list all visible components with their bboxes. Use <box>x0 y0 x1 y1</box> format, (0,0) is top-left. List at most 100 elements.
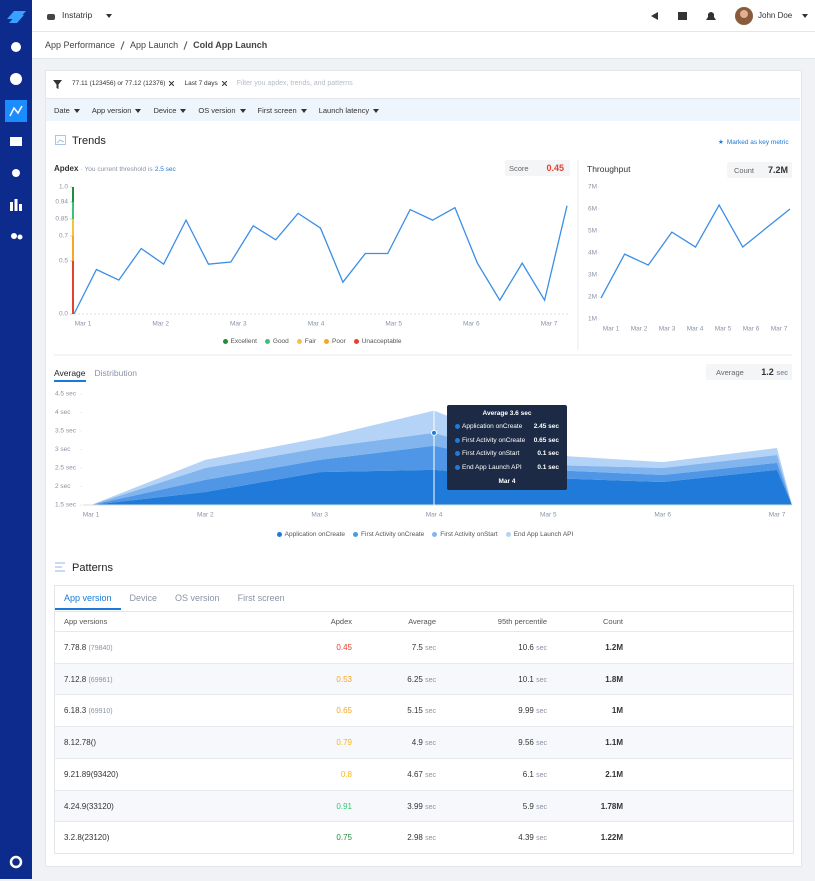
tooltip-swatch <box>455 437 460 443</box>
icon-bug[interactable] <box>11 42 21 52</box>
icon-docs[interactable] <box>678 12 687 20</box>
number: 10.1 <box>518 674 537 684</box>
app-switcher[interactable]: Instatrip <box>62 10 113 20</box>
icon-users[interactable] <box>11 233 17 239</box>
x-tick-label: Mar 3 <box>230 321 247 328</box>
unit: sec <box>536 708 547 716</box>
table-cell: 3.2.8(23120) <box>64 822 109 853</box>
apdex-title: Apdex <box>54 164 79 173</box>
dropdown[interactable]: First screen <box>258 106 307 115</box>
unit: sec <box>536 740 547 748</box>
top-icons <box>651 12 716 20</box>
chip-close[interactable] <box>169 81 175 86</box>
legend-swatch <box>276 532 282 537</box>
tooltip-name: First Activity onStart <box>462 450 520 457</box>
legend-label: First Activity onStart <box>440 531 498 538</box>
tooltip-value: 0.1 sec <box>537 463 559 471</box>
legend-item: Application onCreate <box>276 531 345 538</box>
x-tick-label: Mar 4 <box>687 326 704 333</box>
table-cell: 4.9 sec <box>412 727 436 759</box>
sidebar <box>0 0 32 879</box>
legend-label: First Activity onCreate <box>361 531 425 538</box>
avatar[interactable] <box>734 6 754 26</box>
table-cell: 9.56 sec <box>518 727 547 759</box>
icon-announce[interactable] <box>651 12 658 20</box>
x-tick-label: Mar 3 <box>659 326 676 333</box>
breadcrumb-item[interactable]: App Performance <box>45 40 116 50</box>
y-tick-label: 1.5 sec <box>55 502 77 509</box>
icon-feedback[interactable] <box>10 137 22 146</box>
tab[interactable]: First screen <box>237 593 285 603</box>
table-cell: 0.75 <box>336 822 352 853</box>
legend-item: End App Launch API <box>505 531 573 538</box>
logo[interactable] <box>7 11 26 23</box>
column-header: 95th percentile <box>497 617 547 626</box>
tab[interactable]: OS version <box>175 593 220 603</box>
tooltip-rows: Application onCreate 2.45 sec First Activi… <box>447 420 567 474</box>
y-tick-label: 1M <box>588 316 597 323</box>
filter-chip: Last 7 days <box>184 80 227 87</box>
number: 7.12.8 <box>64 674 89 684</box>
x-tick-label: Mar 1 <box>75 321 92 328</box>
count-value: 7.2M <box>767 165 788 175</box>
x-tick-label: Mar 5 <box>715 326 732 333</box>
unit: sec <box>536 645 547 652</box>
icon-location[interactable] <box>12 169 20 177</box>
tab[interactable]: Device <box>129 593 158 603</box>
number: 6.1 <box>522 769 537 779</box>
unit: sec <box>425 708 436 716</box>
icon-alert[interactable] <box>10 73 22 85</box>
icon-chart[interactable] <box>10 202 13 211</box>
dropdown[interactable]: OS version <box>198 106 246 115</box>
tooltip-value: 0.1 sec <box>537 450 559 457</box>
x-tick-label: Mar 7 <box>771 326 788 333</box>
threshold-text: · You current threshold is <box>80 166 153 173</box>
table-cell: 10.1 sec <box>518 664 547 696</box>
legend-swatch <box>353 339 359 344</box>
dropdown[interactable]: App version <box>92 106 142 115</box>
x-tick-label: Mar 1 <box>603 326 620 333</box>
dropdown[interactable]: Date <box>54 106 80 115</box>
dropdown[interactable]: Launch latency <box>318 105 380 115</box>
chip-close[interactable] <box>221 81 227 86</box>
table-cell: 8.12.78() <box>64 727 96 758</box>
table-cell: 1.1M <box>605 727 623 758</box>
tab[interactable]: Average <box>54 368 86 382</box>
caret <box>73 108 80 113</box>
apdex-band <box>72 202 74 219</box>
y-tick-label: 7M <box>588 184 597 191</box>
table-cell: 4.24.9(33120) <box>64 791 114 822</box>
dropdown-label: Launch latency <box>318 105 370 115</box>
icon-bell[interactable] <box>706 12 716 20</box>
average-label: Average <box>716 368 744 377</box>
threshold: 2.5 sec <box>154 166 176 173</box>
x-tick-label: Mar 6 <box>463 321 480 328</box>
y-tick-label: 3 sec <box>55 446 71 453</box>
user-name: John Doe <box>758 11 793 20</box>
number: 9.99 <box>518 706 537 716</box>
number: 0.53 <box>336 674 352 684</box>
tooltip-row: First Activity onCreate 0.65 sec <box>455 434 559 448</box>
icon-users <box>17 234 23 240</box>
number: 1.2 <box>761 367 777 377</box>
y-tick-label: 0.7 <box>59 233 68 240</box>
dropdown[interactable]: Device <box>153 106 187 115</box>
unit: sec <box>536 771 547 779</box>
patterns-title: Patterns <box>72 562 113 574</box>
unit: sec <box>425 835 436 843</box>
score-value: 0.45 <box>546 163 564 173</box>
patterns-icon <box>55 562 65 572</box>
unit: (69961) <box>88 676 113 684</box>
legend-item: First Activity onStart <box>432 531 498 538</box>
icon-settings[interactable] <box>9 855 23 869</box>
tab[interactable]: App version <box>55 593 121 610</box>
dropdown-label: First screen <box>257 105 297 115</box>
user-menu[interactable]: John Doe <box>758 11 809 20</box>
key-metric[interactable]: ★ Marked as key metric <box>718 138 789 146</box>
breadcrumb-item[interactable]: App Launch <box>130 40 179 50</box>
y-tick-label: 3.5 sec <box>55 428 77 435</box>
app-name: Instatrip <box>62 10 93 20</box>
tab[interactable]: Distribution <box>94 368 138 378</box>
icon-chart <box>19 204 22 211</box>
